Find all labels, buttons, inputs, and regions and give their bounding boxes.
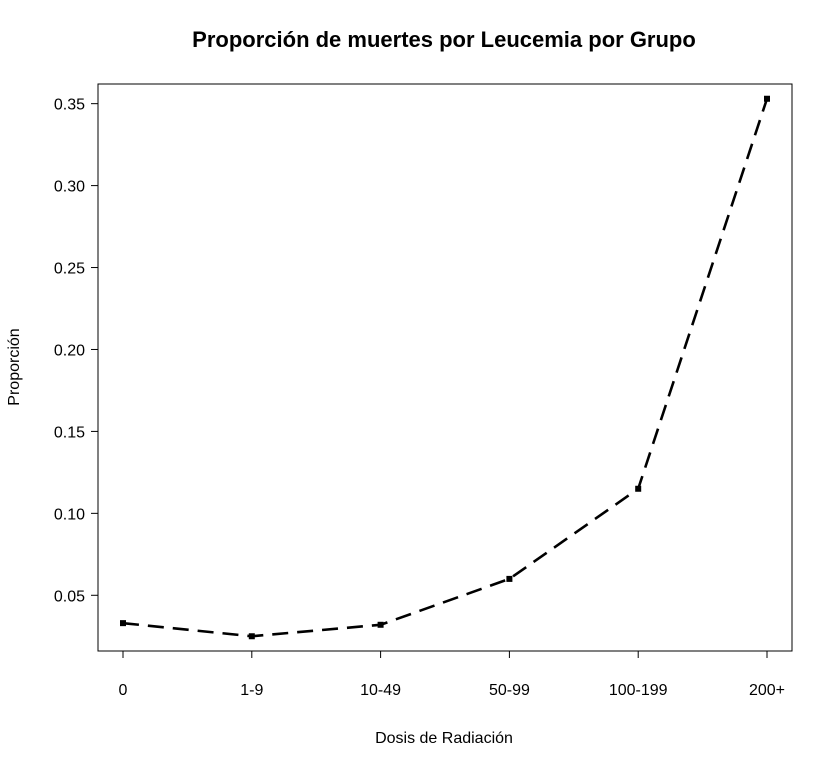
x-tick-label: 50-99 xyxy=(489,682,530,699)
y-tick-label: 0.35 xyxy=(54,97,85,114)
y-axis: 0.05 0.10 0.15 0.20 0.25 0.30 0.35 xyxy=(54,97,98,605)
x-tick-label: 200+ xyxy=(749,682,785,699)
y-tick-label: 0.20 xyxy=(54,342,85,359)
plot-frame xyxy=(97,83,793,652)
y-tick-label: 0.25 xyxy=(54,261,85,278)
x-tick-label: 10-49 xyxy=(360,682,401,699)
y-tick-label: 0.15 xyxy=(54,424,85,441)
y-tick-label: 0.10 xyxy=(54,506,85,523)
data-point-50-99 xyxy=(506,575,513,582)
series-line xyxy=(122,98,769,638)
data-point-100-199 xyxy=(635,485,642,492)
data-point-200+ xyxy=(764,95,770,102)
y-tick-label: 0.05 xyxy=(54,588,85,605)
chart-title: Proporción de muertes por Leucemia por G… xyxy=(192,27,696,52)
data-point-1-9 xyxy=(248,633,255,640)
series-group xyxy=(120,95,770,640)
x-tick-label: 0 xyxy=(119,682,128,699)
x-axis-label: Dosis de Radiación xyxy=(375,730,513,747)
data-point-10-49 xyxy=(377,621,384,628)
y-tick-label: 0.30 xyxy=(54,179,85,196)
x-tick-label: 1-9 xyxy=(240,682,263,699)
y-axis-label: Proporción xyxy=(6,328,23,405)
x-axis: 0 1-9 10-49 50-99 100-199 200+ xyxy=(119,651,785,699)
data-point-0 xyxy=(120,620,126,627)
x-tick-label: 100-199 xyxy=(609,682,668,699)
